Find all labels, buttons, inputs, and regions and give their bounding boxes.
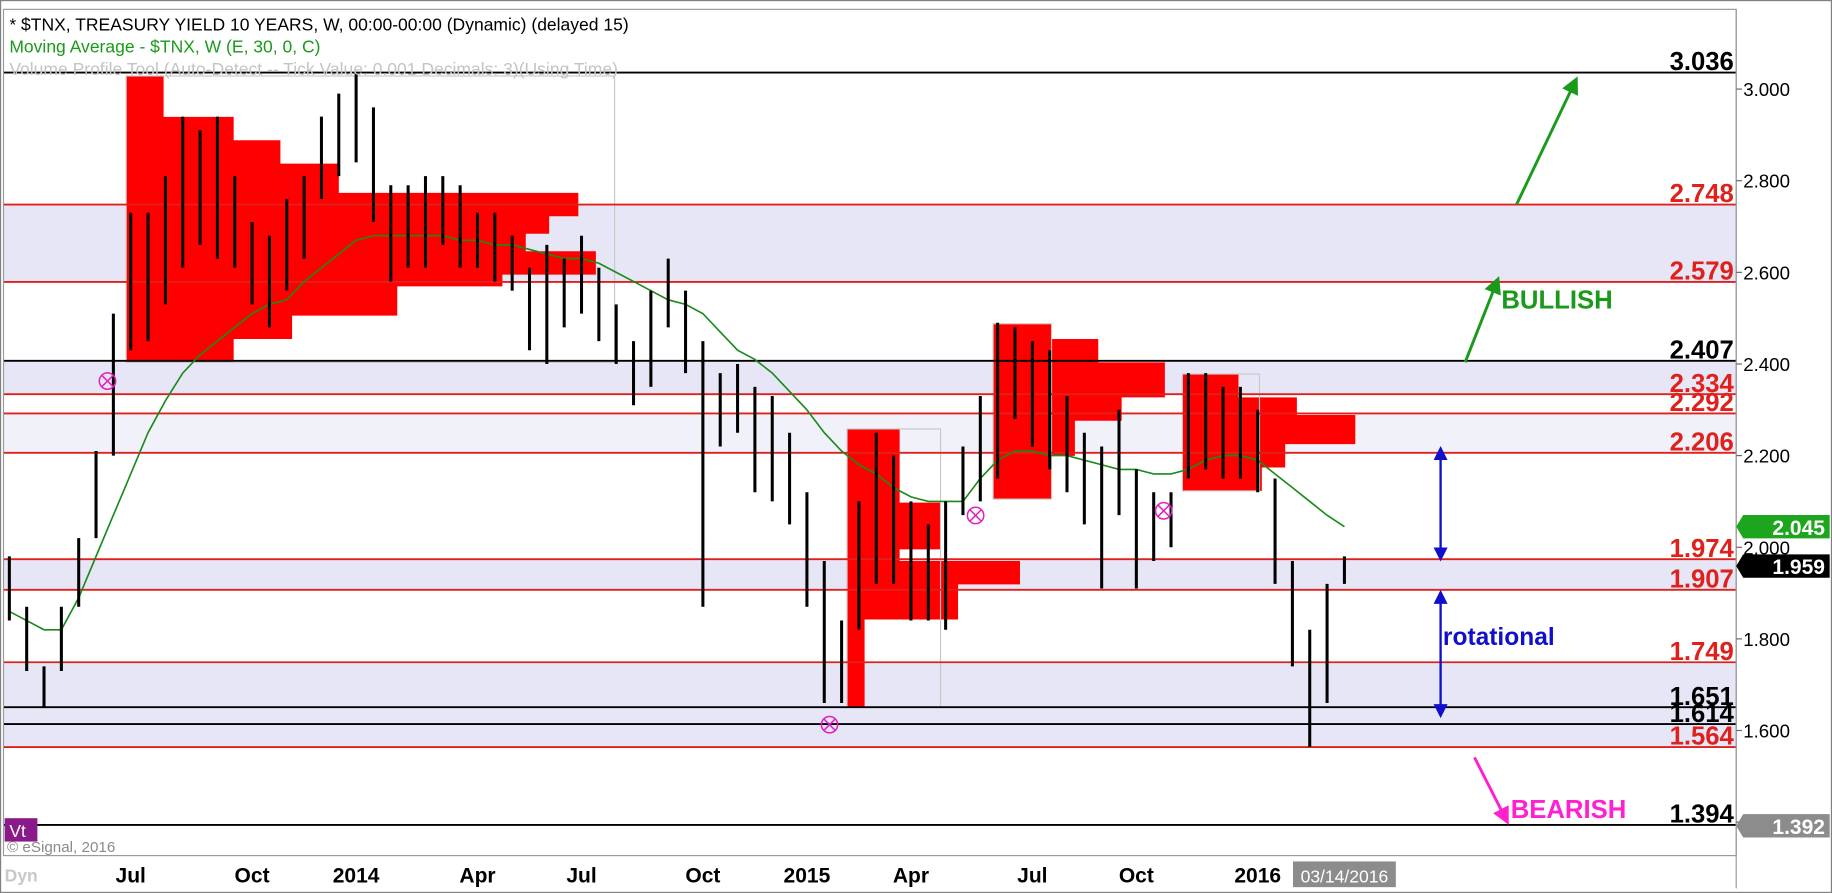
x-tick-label: Apr xyxy=(459,864,495,887)
badge: Dyn xyxy=(5,865,38,885)
date-cursor-box xyxy=(1293,861,1396,888)
y-tick-label: 2.400 xyxy=(1743,354,1790,375)
level-label: 2.579 xyxy=(1670,258,1734,286)
shaded-band xyxy=(3,360,1737,395)
level-label: 2.292 xyxy=(1670,389,1734,417)
annotation: BEARISH xyxy=(1511,796,1627,824)
annotation: rotational xyxy=(1443,624,1555,651)
level-label: 1.651 xyxy=(1670,683,1734,711)
indicator-label: Volume Profile Tool (Auto-Detect -- Tick… xyxy=(9,59,618,79)
x-tick-label: Oct xyxy=(1119,864,1154,887)
arrows xyxy=(1433,76,1579,825)
y-tick-label: 3.000 xyxy=(1743,79,1790,100)
shaded-band xyxy=(3,662,1737,748)
copyright: © eSignal, 2016 xyxy=(7,839,115,856)
volume-profiles xyxy=(125,75,1356,708)
profile-box xyxy=(992,323,1053,500)
x-tick-label: Oct xyxy=(235,864,270,887)
level-label: 2.206 xyxy=(1670,429,1734,457)
y-tick-label: 2.200 xyxy=(1743,446,1790,467)
signal-marker xyxy=(966,506,985,525)
price-box xyxy=(1736,814,1830,838)
level-label: 1.564 xyxy=(1670,723,1735,751)
x-tick-label: Oct xyxy=(685,864,720,887)
x-tick-label: Jul xyxy=(1017,864,1047,887)
x-tick-label: Jul xyxy=(566,864,596,887)
price-box-label: 1.959 xyxy=(1772,556,1825,579)
level-label: 2.334 xyxy=(1670,370,1735,398)
moving-average-line xyxy=(8,234,1345,631)
price-bars-layer xyxy=(7,72,1346,748)
price-box-label: 1.392 xyxy=(1772,816,1825,839)
x-tick-label: Jul xyxy=(116,864,146,887)
moving-average-layer xyxy=(8,234,1345,631)
signal-marker xyxy=(1154,501,1173,520)
arrow xyxy=(1515,76,1579,206)
price-box xyxy=(1736,514,1830,539)
chart-title: * $TNX, TREASURY YIELD 10 YEARS, W, 00:0… xyxy=(9,14,628,34)
level-label: 2.407 xyxy=(1670,336,1734,364)
y-tick-label: 2.600 xyxy=(1743,262,1790,283)
x-tick-label: Apr xyxy=(893,864,929,887)
y-tick-label: 2.800 xyxy=(1743,171,1790,192)
arrow xyxy=(1473,756,1509,825)
level-label: 2.748 xyxy=(1670,180,1734,208)
annotation: BULLISH xyxy=(1501,287,1612,315)
badge: Vt xyxy=(9,821,26,841)
level-label: 1.614 xyxy=(1670,700,1735,728)
level-label: 1.394 xyxy=(1670,801,1735,829)
volume-profile xyxy=(847,428,1020,708)
signal-marker xyxy=(98,372,117,390)
indicator-label: Moving Average - $TNX, W (E, 30, 0, C) xyxy=(9,37,320,57)
arrow xyxy=(1463,276,1501,363)
y-tick-label: 2.000 xyxy=(1743,537,1790,558)
level-label: 1.974 xyxy=(1670,535,1735,563)
levels-layer xyxy=(3,71,1737,826)
price-box-label: 2.045 xyxy=(1772,517,1825,540)
x-tick-label: 2016 xyxy=(1234,864,1281,887)
signal-markers xyxy=(98,372,1173,734)
profile-box xyxy=(125,75,616,363)
y-tick-label: 1.800 xyxy=(1743,629,1790,650)
level-label: 3.036 xyxy=(1670,48,1734,76)
volume-profile xyxy=(993,323,1165,500)
price-box xyxy=(1736,554,1830,578)
x-tick-label: 03/14/2016 xyxy=(1301,866,1389,886)
volume-profile xyxy=(126,75,596,363)
signal-marker xyxy=(820,715,839,734)
volume-profile xyxy=(1182,374,1356,491)
y-tick-label: 1.600 xyxy=(1743,721,1790,742)
x-tick-label: 2014 xyxy=(333,864,380,887)
level-label: 1.907 xyxy=(1670,566,1734,594)
x-tick-label: 2015 xyxy=(784,864,831,887)
badge-box xyxy=(4,818,38,842)
level-label: 1.749 xyxy=(1670,638,1734,666)
profile-box xyxy=(1181,373,1261,492)
